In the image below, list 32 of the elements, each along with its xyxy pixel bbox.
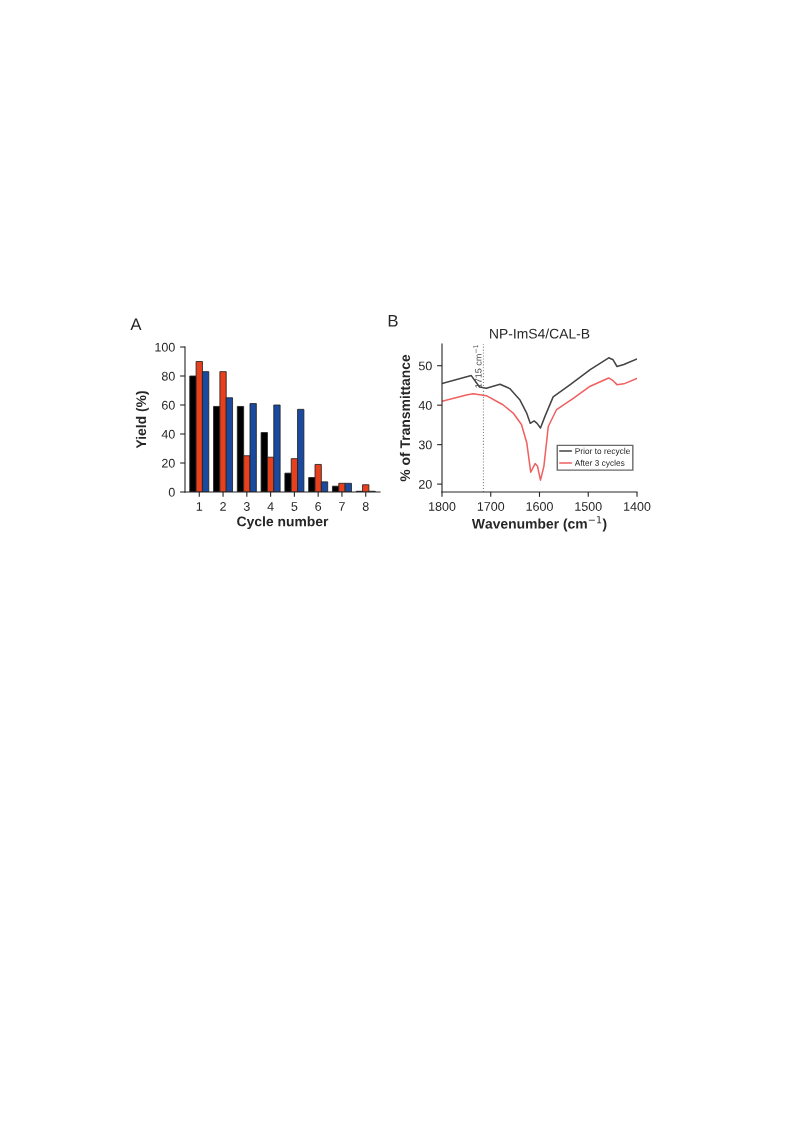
y-axis-title: Yield (%): [135, 391, 149, 449]
text: A: [130, 318, 142, 331]
y-axis-title: % of Transmittance: [399, 354, 411, 482]
x-tick-label: 1800: [429, 502, 456, 511]
y-tick-label: 30: [418, 440, 432, 450]
y-tick-label: 50: [418, 361, 432, 371]
x-axis-title: Wavenumber (cm$^{−1}$): [471, 516, 607, 532]
text: B: [388, 315, 398, 327]
x-tick-label: 3: [243, 502, 250, 511]
x-tick-label: 8: [362, 502, 369, 511]
y-tick-label: 60: [162, 400, 175, 410]
y-tick-label: 0: [168, 487, 175, 497]
x-tick-label: 2: [220, 502, 226, 511]
y-tick-label: 100: [155, 342, 175, 352]
x-tick-label: 1500: [575, 502, 602, 511]
x-tick-label: 1700: [477, 502, 505, 511]
x-tick-label: 4: [267, 502, 274, 511]
x-tick-label: 5: [291, 502, 298, 511]
legend-label: Prior to recycle: [575, 447, 630, 456]
y-tick-label: 20: [162, 458, 175, 468]
legend-label: After 3 cycles: [574, 459, 625, 468]
x-tick-label: 7: [339, 502, 345, 511]
y-tick-label: 40: [418, 400, 432, 410]
x-tick-label: 6: [315, 502, 322, 511]
x-tick-label: 1400: [624, 502, 651, 511]
y-tick-label: 20: [419, 479, 432, 489]
x-axis-title: Cycle number: [237, 516, 329, 530]
x-tick-label: 1600: [526, 502, 553, 511]
y-tick-label: 80: [161, 371, 175, 381]
x-tick-label: 1: [196, 502, 203, 511]
y-tick-label: 40: [161, 429, 175, 439]
chart-title: NP-ImS4/CAL-B: [490, 328, 590, 339]
